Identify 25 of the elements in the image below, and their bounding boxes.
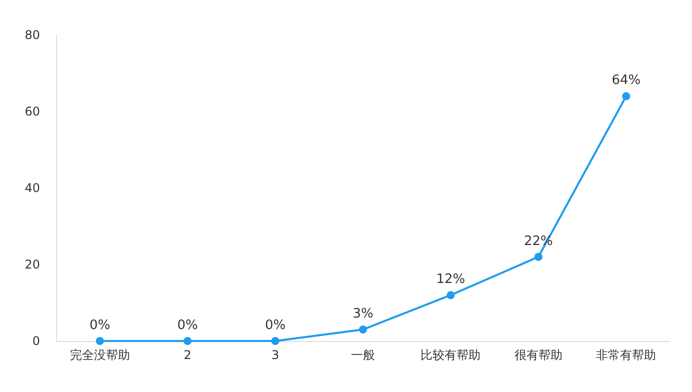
point	[359, 326, 367, 334]
y-tick-label: 0	[32, 334, 40, 348]
point	[446, 291, 455, 300]
y-tick-label: 60	[24, 104, 40, 118]
x-tick-label: 很有帮助	[514, 348, 562, 362]
point	[184, 337, 192, 345]
point	[96, 337, 104, 345]
data-label: 12%	[436, 272, 466, 288]
x-tick-label: 比较有帮助	[420, 348, 481, 362]
data-label: 0%	[90, 318, 110, 333]
data-label: 0%	[264, 318, 286, 333]
data-label: 0%	[177, 318, 198, 333]
point	[534, 252, 542, 261]
x-tick-label: 一般	[351, 348, 375, 362]
y-tick-label: 40	[24, 181, 40, 195]
data-label: 3%	[352, 306, 374, 322]
point	[622, 92, 630, 100]
point	[271, 337, 280, 345]
y-tick-label: 20	[24, 258, 40, 272]
data-label: 64%	[612, 73, 641, 88]
y-tick-label: 80	[24, 28, 40, 42]
x-tick-label: 2	[184, 348, 192, 362]
x-tick-label: 完全没帮助	[70, 348, 130, 362]
x-tick-label: 3	[271, 348, 280, 362]
x-tick-label: 非常有帮助	[596, 348, 656, 362]
